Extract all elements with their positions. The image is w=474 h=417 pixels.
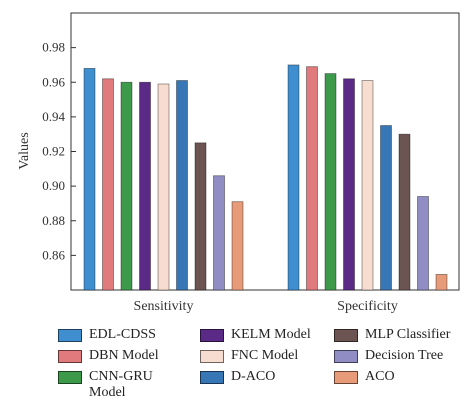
x-tick-label-specificity: Specificity: [337, 299, 398, 314]
legend-item: FNC Model: [200, 348, 326, 364]
legend-swatch: [334, 350, 358, 363]
legend-item: DBN Model: [58, 348, 184, 364]
bar-sensitivity-edl-cdss: [83, 68, 96, 291]
y-axis-label: Values: [17, 132, 32, 169]
y-tick-label: 0.96: [42, 74, 65, 89]
y-tick-label: 0.98: [42, 40, 65, 55]
bar-sensitivity-decision-tree: [213, 175, 225, 291]
legend-swatch: [200, 350, 224, 363]
bar-specificity-d-aco: [380, 125, 392, 291]
legend-item: Decision Tree: [334, 348, 460, 364]
x-axis-ticks: Sensitivity Specificity: [134, 299, 398, 314]
legend-item: KELM Model: [200, 327, 326, 343]
legend-swatch: [200, 371, 224, 384]
bar-chart: 0.86 0.88 0.90 0.92 0.94 0.96 0.98 Sensitivity…: [17, 12, 460, 314]
bar-sensitivity-cnn-gru-model: [120, 81, 133, 291]
bar-specificity-cnn-gru-model: [324, 73, 337, 291]
y-tick-label: 0.94: [42, 109, 65, 124]
bar-sensitivity-dbn-model: [102, 78, 114, 291]
y-tick-label: 0.88: [42, 213, 65, 228]
y-tick-label: 0.90: [42, 178, 65, 193]
bar-sensitivity-d-aco: [176, 80, 188, 291]
bars-group: [83, 64, 448, 291]
legend-item: D-ACO: [200, 369, 326, 385]
y-tick-label: 0.86: [42, 247, 65, 262]
bar-specificity-aco: [435, 274, 448, 291]
bar-specificity-edl-cdss: [287, 64, 300, 291]
legend-swatch: [58, 350, 82, 363]
legend-label: MLP Classifier: [365, 327, 451, 342]
bar-specificity-decision-tree: [417, 196, 429, 291]
bar-specificity-mlp-classifier: [398, 133, 411, 291]
legend-label: D-ACO: [231, 369, 276, 384]
legend-label: ACO: [365, 369, 395, 384]
legend-item: EDL-CDSS: [58, 327, 184, 343]
y-tick-label: 0.92: [42, 144, 65, 159]
legend-item: ACO: [334, 369, 460, 385]
legend-swatch: [334, 371, 358, 384]
bar-sensitivity-mlp-classifier: [194, 142, 207, 291]
bar-specificity-fnc-model: [361, 80, 374, 291]
legend-item: CNN-GRU Model: [58, 369, 184, 401]
bar-sensitivity-aco: [231, 201, 244, 291]
legend-label: DBN Model: [89, 348, 159, 363]
legend-swatch: [200, 329, 224, 342]
bar-specificity-dbn-model: [306, 66, 318, 291]
legend-swatch: [58, 371, 82, 384]
bar-sensitivity-fnc-model: [157, 83, 170, 291]
legend-swatch: [334, 329, 358, 342]
plot-area: [70, 12, 460, 291]
legend-label: EDL-CDSS: [89, 327, 156, 342]
x-tick-label-sensitivity: Sensitivity: [134, 299, 194, 314]
legend-label: KELM Model: [231, 327, 311, 342]
bar-sensitivity-kelm-model: [139, 81, 151, 291]
legend-label: CNN-GRU Model: [89, 369, 153, 400]
legend-label: Decision Tree: [365, 348, 444, 363]
y-axis-ticks: 0.86 0.88 0.90 0.92 0.94 0.96 0.98: [42, 40, 76, 262]
legend-label: FNC Model: [231, 348, 299, 363]
legend-item: MLP Classifier: [334, 327, 460, 343]
bar-specificity-kelm-model: [343, 78, 355, 291]
legend-swatch: [58, 329, 82, 342]
